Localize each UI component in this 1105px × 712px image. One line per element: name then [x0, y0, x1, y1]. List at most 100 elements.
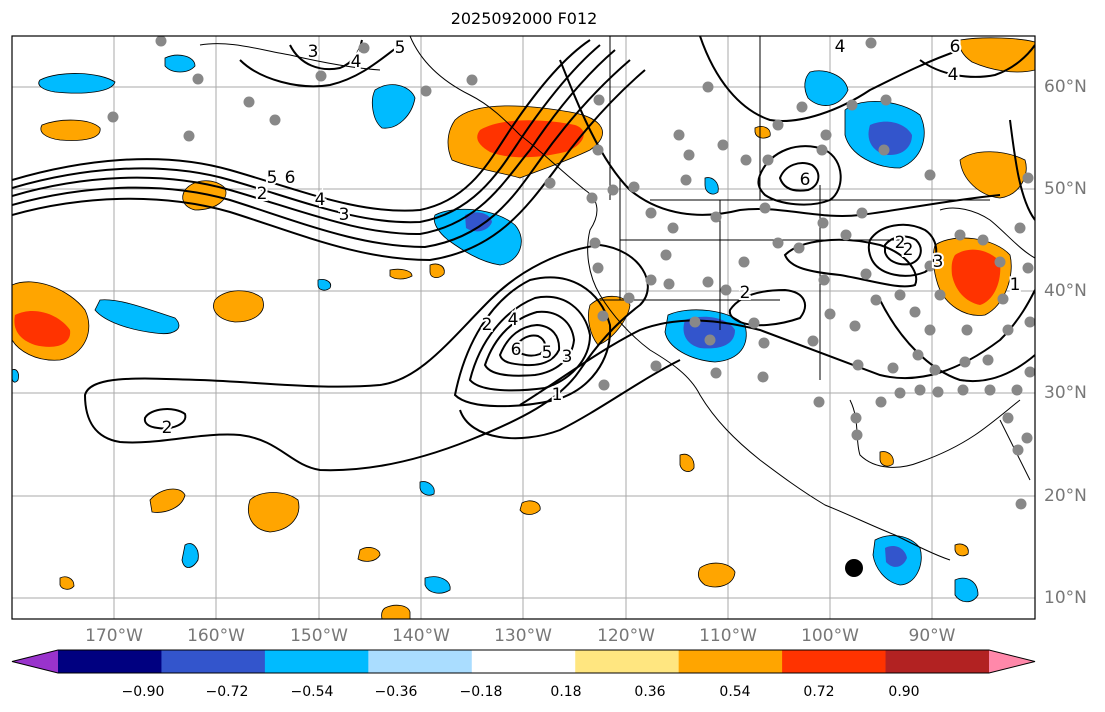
contour-label: 3 — [562, 347, 573, 367]
colorbar-tick-label: 0.90 — [888, 684, 920, 700]
colorbar-segment — [471, 650, 576, 673]
latitude-label: 10°N — [1044, 588, 1087, 608]
negative-anomaly-area — [12, 369, 19, 383]
station-dots — [107, 36, 1035, 510]
negative-anomaly-area — [181, 543, 199, 568]
positive-anomaly-area — [40, 119, 101, 141]
colorbar-tick-label: 0.72 — [803, 684, 835, 700]
colorbar-tick-label: −0.36 — [374, 684, 418, 700]
negative-anomaly-area — [804, 70, 849, 106]
positive-anomaly-area — [381, 604, 411, 619]
colorbar-segment — [575, 650, 680, 673]
colorbar-tick-label: −0.90 — [121, 684, 165, 700]
negative-anomaly-area — [419, 481, 435, 496]
negative-anomaly-area — [371, 84, 416, 129]
latitude-label: 50°N — [1044, 179, 1087, 199]
positive-anomaly-area — [357, 547, 381, 562]
colorbar-extend-low — [12, 650, 58, 673]
negative-anomaly-area — [38, 73, 116, 94]
contour-label: 2 — [740, 283, 751, 303]
latitude-label: 20°N — [1044, 486, 1087, 506]
positive-anomaly-area — [389, 268, 413, 280]
contour-label: 4 — [351, 52, 362, 72]
contour-label: 2 — [903, 240, 914, 260]
longitude-label: 150°W — [290, 626, 348, 646]
colorbar-segment — [264, 650, 369, 673]
negative-anomaly-area — [317, 279, 332, 291]
contour-lines — [12, 36, 1035, 472]
contour-label: 6 — [511, 340, 522, 360]
positive-anomaly-area — [754, 126, 771, 139]
negative-anomaly-core — [465, 212, 492, 232]
colorbar — [11, 649, 1036, 674]
contour-label: 1 — [552, 385, 563, 405]
longitude-label: 170°W — [85, 626, 143, 646]
colorbar-tick-label: −0.54 — [290, 684, 334, 700]
contour-label: 2 — [162, 418, 173, 438]
positive-anomaly-core — [951, 249, 1001, 305]
contour-label: 3 — [933, 252, 944, 272]
contour-label: 3 — [308, 42, 319, 62]
colorbar-tick-label: 0.54 — [719, 684, 751, 700]
contour-label: 2 — [257, 184, 268, 204]
contour-label: 2 — [482, 315, 493, 335]
contour-label: 4 — [508, 310, 519, 330]
colorbar-tick-label: −0.18 — [459, 684, 503, 700]
longitude-label: 130°W — [494, 626, 552, 646]
colorbar-segment — [161, 650, 266, 673]
negative-anomaly-area — [94, 299, 180, 335]
contour-label: 4 — [835, 37, 846, 57]
contour-label: 2 — [895, 233, 906, 253]
contour-label: 5 — [542, 343, 553, 363]
contour-label: 4 — [315, 190, 326, 210]
colorbar-extend-high — [989, 650, 1035, 673]
contour-label-group: 3 4 5 5 6 4 3 2 2 4 6 5 3 2 1 2 1 2 3 4 … — [160, 35, 1023, 440]
latitude-label: 40°N — [1044, 281, 1087, 301]
colorbar-segment — [368, 650, 473, 673]
negative-anomaly-core — [885, 546, 907, 567]
negative-anomaly-area — [954, 577, 979, 603]
positive-anomaly-area — [213, 290, 264, 323]
contour-label: 6 — [285, 168, 296, 188]
positive-anomaly-area — [429, 263, 445, 278]
colorbar-segment — [58, 650, 162, 673]
map-title: 2025092000 F012 — [450, 9, 598, 28]
latitude-label: 30°N — [1044, 383, 1087, 403]
colorbar-tick-label: −0.72 — [205, 684, 249, 700]
colorbar-tick-label: 0.18 — [550, 684, 582, 700]
positive-anomaly-area — [519, 500, 541, 515]
colorbar-segment — [678, 650, 783, 673]
positive-anomaly-area — [679, 453, 695, 472]
positive-anomaly-area — [698, 562, 736, 588]
colorbar-segment — [885, 650, 990, 673]
positive-anomaly-core — [477, 120, 584, 158]
map-panel: 3 4 5 5 6 4 3 2 2 4 6 5 3 2 1 2 1 2 3 4 … — [11, 35, 1036, 620]
longitude-label: 120°W — [597, 626, 655, 646]
negative-anomaly-area — [704, 177, 719, 195]
positive-anomaly-core — [14, 310, 71, 347]
contour-label: 5 — [395, 38, 406, 58]
contour-label: 4 — [948, 65, 959, 85]
negative-anomaly-area — [424, 576, 451, 594]
colorbar-segment — [782, 650, 887, 673]
longitude-label: 110°W — [699, 626, 757, 646]
colorbar-outline — [11, 649, 1036, 674]
positive-anomaly-area — [59, 576, 75, 590]
negative-anomaly-core — [868, 121, 912, 156]
negative-anomaly-area — [164, 54, 196, 73]
colorbar-tick-label: 0.36 — [634, 684, 666, 700]
longitude-label: 140°W — [392, 626, 450, 646]
contour-label: 5 — [267, 168, 278, 188]
positive-anomaly-area — [248, 492, 300, 533]
positive-anomaly-area — [149, 488, 186, 513]
longitude-label: 100°W — [801, 626, 859, 646]
contour-label: 3 — [339, 205, 350, 225]
positive-anomaly-area — [879, 451, 894, 467]
contour-label: 1 — [1010, 275, 1021, 295]
latitude-label: 60°N — [1044, 77, 1087, 97]
contour-label: 6 — [800, 170, 811, 190]
longitude-label: 90°W — [908, 626, 956, 646]
positive-anomaly-area — [959, 151, 1027, 199]
contour-label: 6 — [950, 37, 961, 57]
longitude-label: 160°W — [187, 626, 245, 646]
